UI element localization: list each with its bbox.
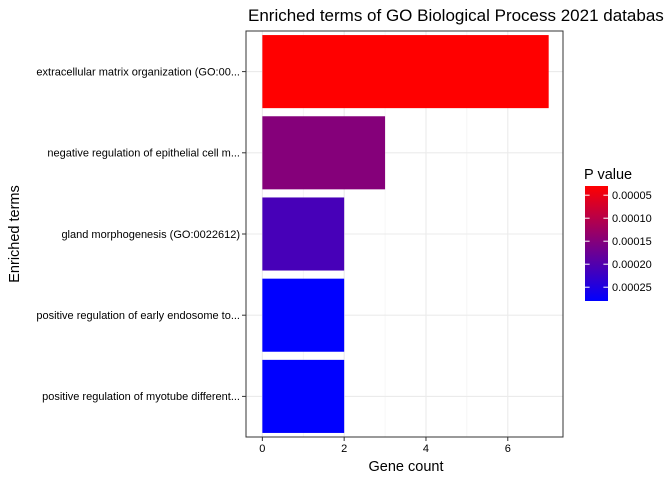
legend-tick-label: 0.00020 [612,259,652,271]
legend-tick-label: 0.00005 [612,190,652,202]
panel-border [245,30,564,438]
bar [262,35,549,109]
y-tick-label: positive regulation of early endosome to… [36,310,240,322]
y-tick-label: negative regulation of epithelial cell m… [47,148,240,160]
legend-tick-label: 0.00015 [612,236,652,248]
x-tick-label: 0 [259,443,265,455]
color-legend: P value 0.00005 0.00010 0.00015 0.00020 0.00… [584,167,652,301]
x-tick-label: 6 [505,443,511,455]
legend-tick-label: 0.00025 [612,282,652,294]
plot-panel: extracellular matrix organization (GO:00… [36,30,564,455]
y-axis-label: Enriched terms [7,185,23,283]
bar [262,359,345,433]
y-tick-label: extracellular matrix organization (GO:00… [36,66,240,78]
bar [262,116,386,190]
bar [262,197,345,271]
legend-colorbar [585,186,608,301]
legend-title: P value [584,167,632,183]
y-tick-label: gland morphogenesis (GO:0022612) [61,229,240,241]
y-tick-label: positive regulation of myotube different… [42,391,240,403]
x-tick-label: 4 [423,443,429,455]
bar [262,278,345,352]
x-axis-label: Gene count [369,459,444,475]
chart-title: Enriched terms of GO Biological Process … [248,6,664,25]
x-tick-label: 2 [341,443,347,455]
legend-tick-label: 0.00010 [612,213,652,225]
